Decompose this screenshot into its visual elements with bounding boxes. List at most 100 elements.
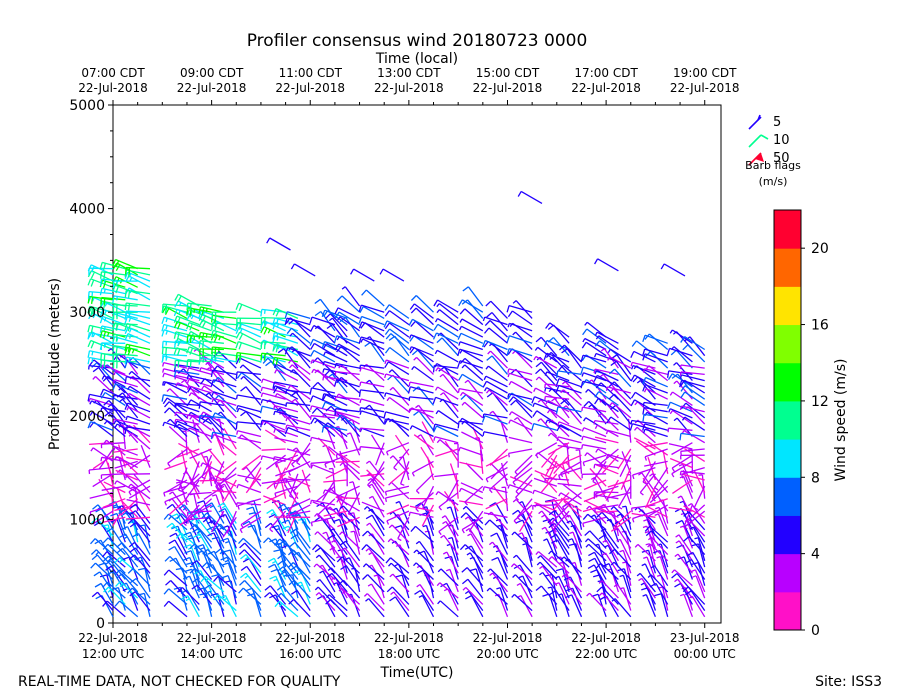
wind-barb-flag	[630, 508, 633, 513]
wind-barb-shaft	[106, 420, 126, 437]
wind-barb-shaft	[284, 571, 299, 593]
wind-barb-shaft	[565, 461, 582, 481]
wind-barb-flag	[286, 327, 293, 335]
wind-barb-flag	[322, 531, 327, 535]
wind-barb-flag	[666, 370, 670, 378]
wind-barb-flag	[315, 554, 320, 559]
wind-barb-shaft	[244, 460, 262, 481]
wind-barb-flag	[616, 538, 621, 542]
wind-barb-flag	[485, 478, 489, 483]
wind-barb-shaft	[475, 568, 484, 593]
top-tick-date: 22-Jul-2018	[473, 81, 543, 95]
wind-barb-shaft	[316, 563, 336, 580]
wind-barb-flag	[388, 369, 393, 373]
wind-barb-flag	[103, 317, 107, 322]
wind-barb-shaft	[594, 557, 607, 580]
wind-barb-shaft	[644, 428, 668, 438]
wind-barb-shaft	[212, 564, 225, 587]
wind-barb-flag	[206, 526, 214, 531]
wind-barb-shaft	[508, 393, 533, 400]
wind-barb-shaft	[489, 587, 508, 605]
wind-barb-flag	[102, 537, 109, 544]
wind-barb-shaft	[361, 366, 385, 376]
wind-barb-shaft	[180, 587, 188, 611]
wind-barb-flag	[691, 561, 699, 566]
wind-barb-shaft	[672, 329, 693, 344]
wind-barb-shaft	[101, 456, 126, 463]
wind-barb-flag	[103, 586, 110, 593]
wind-barb-flag	[104, 310, 107, 315]
wind-barb-flag	[270, 511, 275, 516]
wind-barb-flag	[384, 361, 389, 369]
wind-barb-flag	[432, 332, 438, 340]
wind-barb-flag	[385, 557, 392, 564]
wind-barb-shaft	[546, 339, 570, 351]
wind-barb-shaft	[276, 369, 299, 382]
wind-barb-flag	[126, 393, 130, 398]
wind-barb-flag	[543, 352, 548, 361]
wind-barb-flag	[464, 379, 469, 384]
wind-barb-flag	[608, 368, 616, 375]
wind-barb-flag	[205, 578, 209, 583]
wind-barb-shaft	[240, 510, 262, 526]
wind-barb-shaft	[512, 396, 533, 413]
wind-barb-flag	[332, 518, 340, 523]
wind-barb-flag	[128, 541, 136, 548]
wind-barb-flag	[588, 404, 593, 408]
wind-barb-flag	[95, 551, 100, 556]
wind-barb-flag	[106, 570, 114, 576]
wind-barb-flag	[560, 399, 567, 405]
colorbar-segment	[774, 324, 801, 364]
wind-barb-flag	[87, 394, 91, 402]
wind-barb-flag	[123, 536, 128, 540]
wind-barb-flag	[239, 529, 243, 534]
wind-barb-shaft	[174, 539, 188, 562]
wind-barb-flag	[102, 581, 108, 588]
wind-barb-shaft	[220, 548, 237, 568]
wind-barb-shaft	[369, 341, 385, 363]
wind-barb-flag	[362, 530, 369, 537]
wind-barb-flag	[174, 300, 179, 308]
wind-barb-flag	[555, 385, 560, 393]
wind-barb-shaft	[439, 582, 459, 599]
wind-barb-shaft	[330, 405, 348, 425]
wind-barb-shaft	[671, 454, 693, 469]
wind-barb-flag	[263, 327, 268, 335]
wind-barb-shaft	[618, 485, 632, 508]
wind-barb-flag	[643, 518, 648, 522]
wind-barb-shaft	[360, 446, 385, 450]
wind-barb-shaft	[116, 423, 139, 438]
wind-barb-flag	[164, 308, 170, 316]
wind-barb-flag	[186, 303, 189, 311]
wind-barb-shaft	[134, 591, 151, 611]
wind-barb-flag	[415, 540, 420, 545]
wind-barb-shaft	[600, 413, 619, 431]
wind-barb-flag	[594, 391, 600, 398]
wind-barb-shaft	[317, 437, 336, 456]
wind-barb-flag	[168, 545, 175, 551]
x-tick-date: 22-Jul-2018	[571, 631, 641, 645]
wind-barb-flag	[173, 370, 177, 378]
wind-barb-shaft	[340, 346, 361, 363]
wind-barb-flag	[99, 330, 103, 338]
wind-barb-flag	[113, 371, 117, 376]
wind-barb-flag	[372, 481, 377, 485]
wind-barb-shaft	[296, 590, 311, 611]
wind-barb-shaft	[294, 541, 311, 562]
wind-barb-flag	[546, 409, 551, 414]
wind-barb-flag	[200, 547, 205, 550]
wind-barb-flag	[630, 362, 633, 367]
wind-barb-shaft	[484, 339, 508, 351]
wind-barb-shaft	[597, 544, 607, 568]
wind-barb-shaft	[509, 335, 533, 344]
wind-barb-shaft	[551, 388, 570, 406]
wind-barb-flag	[416, 583, 421, 588]
wind-barb-shaft	[286, 317, 311, 326]
wind-barb-flag	[610, 506, 615, 510]
wind-barb-flag	[219, 550, 224, 555]
wind-barb-flag	[168, 515, 172, 520]
wind-barb-shaft	[668, 427, 693, 431]
wind-barb-shaft	[587, 513, 607, 531]
wind-barb-flag	[643, 429, 646, 434]
wind-barb-shaft	[369, 472, 385, 493]
